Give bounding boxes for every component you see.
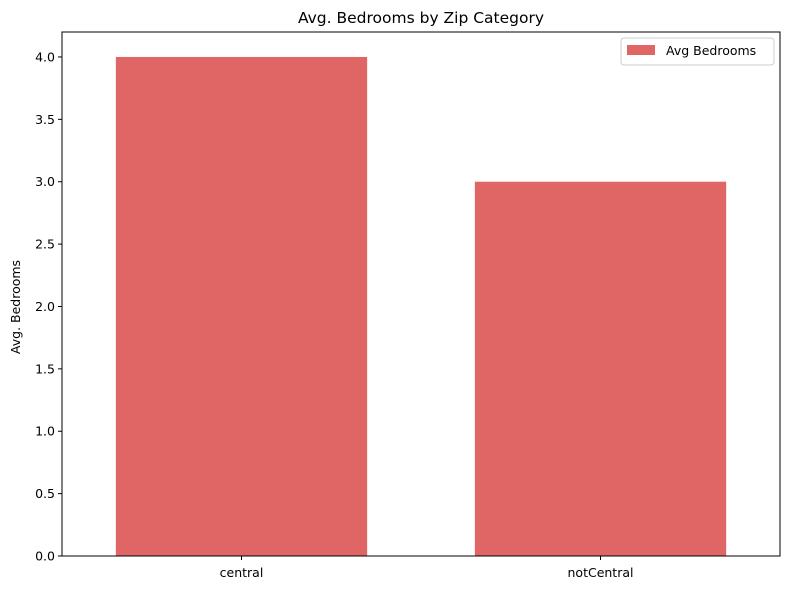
x-ticks: central notCentral [220,556,634,580]
y-tick-label: 4.0 [35,49,55,64]
y-tick-label: 0.0 [35,549,55,564]
y-tick-label: 2.0 [35,299,55,314]
y-axis-label: Avg. Bedrooms [8,260,23,354]
legend-box [620,37,775,66]
y-tick-label: 1.5 [35,361,55,376]
y-tick-label: 0.5 [35,486,55,501]
x-tick-label: central [220,565,264,580]
bars-layer [115,56,727,556]
legend: Avg Bedrooms [620,37,775,66]
bar-central [115,56,368,556]
y-tick-label: 3.0 [35,174,55,189]
legend-label: Avg Bedrooms [666,43,756,58]
bar-notCentral [474,181,727,556]
plot-frame [61,31,781,557]
chart-title: Avg. Bedrooms by Zip Category [298,9,544,27]
axes-layer [61,31,781,557]
x-tick-label: notCentral [568,565,634,580]
legend-swatch [627,45,655,55]
y-tick-label: 1.0 [35,424,55,439]
y-ticks: 0.0 0.5 1.0 1.5 2.0 2.5 3.0 3.5 4.0 [35,49,62,564]
y-tick-label: 2.5 [35,237,55,252]
y-tick-label: 3.5 [35,112,55,127]
